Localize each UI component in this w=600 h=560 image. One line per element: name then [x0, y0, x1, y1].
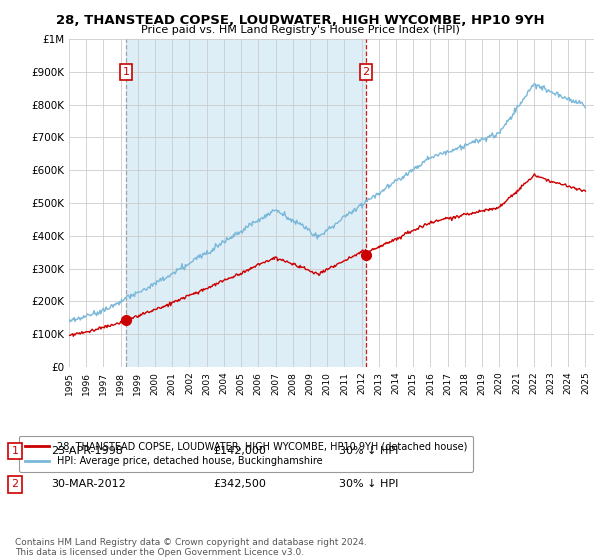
Text: Contains HM Land Registry data © Crown copyright and database right 2024.
This d: Contains HM Land Registry data © Crown c…: [15, 538, 367, 557]
Text: £342,500: £342,500: [213, 479, 266, 489]
Text: 1: 1: [122, 67, 130, 77]
Text: 2: 2: [362, 67, 370, 77]
Bar: [126, 39, 366, 367]
Text: £142,000: £142,000: [213, 446, 266, 456]
Legend: 28, THANSTEAD COPSE, LOUDWATER, HIGH WYCOMBE, HP10 9YH (detached house), HPI: Av: 28, THANSTEAD COPSE, LOUDWATER, HIGH WYC…: [19, 436, 473, 472]
Text: 30% ↓ HPI: 30% ↓ HPI: [339, 479, 398, 489]
Text: Price paid vs. HM Land Registry's House Price Index (HPI): Price paid vs. HM Land Registry's House …: [140, 25, 460, 35]
Text: 30-MAR-2012: 30-MAR-2012: [51, 479, 126, 489]
Text: 23-APR-1998: 23-APR-1998: [51, 446, 123, 456]
Text: 30% ↓ HPI: 30% ↓ HPI: [339, 446, 398, 456]
Text: 2: 2: [11, 479, 19, 489]
Text: 28, THANSTEAD COPSE, LOUDWATER, HIGH WYCOMBE, HP10 9YH: 28, THANSTEAD COPSE, LOUDWATER, HIGH WYC…: [56, 14, 544, 27]
Text: 1: 1: [11, 446, 19, 456]
